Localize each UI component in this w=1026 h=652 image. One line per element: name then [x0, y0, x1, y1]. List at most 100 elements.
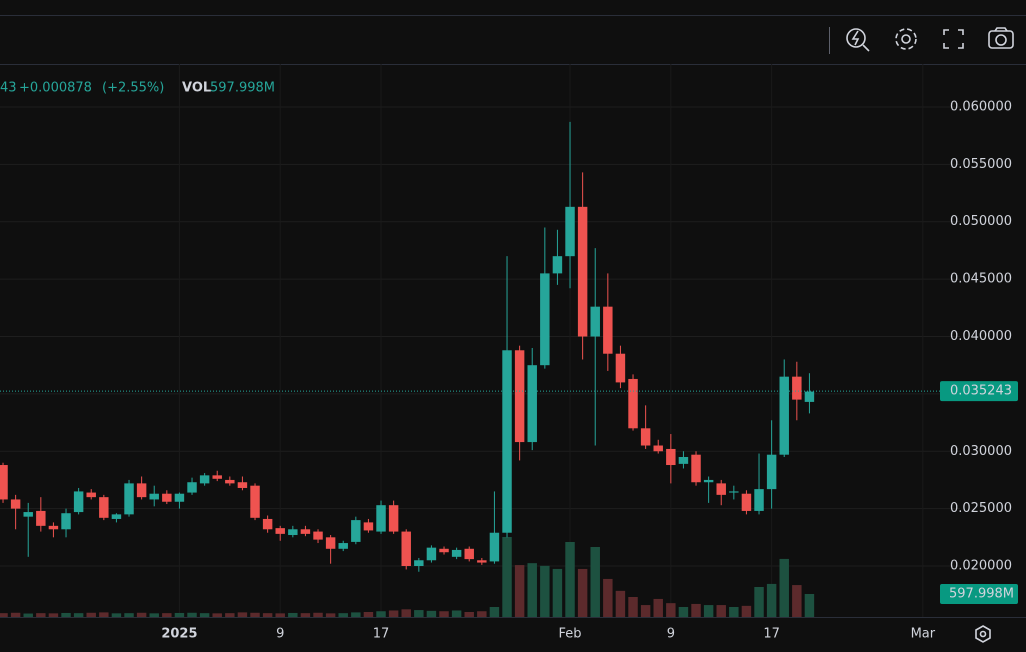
volume-bar [61, 612, 71, 617]
x-tick-label: 2025 [161, 627, 197, 642]
candle-body [0, 465, 8, 500]
volume-bar [741, 605, 752, 617]
legend-close: 43 [0, 81, 17, 96]
volume-bar [628, 597, 638, 617]
candle-body [489, 532, 500, 562]
last-price-tag [940, 381, 1018, 402]
candle-body [124, 483, 134, 515]
volume-bar [426, 610, 437, 617]
volume-bar [174, 612, 185, 617]
volume-bar [237, 612, 248, 617]
grid [0, 64, 960, 617]
time-settings-button[interactable] [975, 625, 991, 643]
volume-bar [376, 611, 386, 617]
volume-bar [729, 607, 739, 617]
candle-body [300, 529, 311, 534]
y-tick-label: 0.030000 [950, 444, 1012, 459]
volume-tag-label: 597.998M [949, 587, 1014, 602]
volume-bar [678, 607, 689, 617]
candle-body [288, 529, 298, 536]
volume-bar [590, 547, 600, 617]
legend-vol-label: VOL [182, 81, 211, 96]
candle-body [741, 493, 752, 511]
volume-bar [388, 610, 399, 617]
volume-bar [577, 568, 588, 617]
candle-body [678, 456, 689, 464]
volume-bar [187, 612, 197, 617]
volume-bar [225, 613, 235, 617]
candle-body [313, 531, 323, 540]
candle-body [565, 206, 575, 257]
volume-bar [703, 605, 714, 617]
candle-body [262, 518, 273, 530]
x-tick-label: Feb [559, 627, 582, 642]
volume-bar [766, 583, 777, 617]
candle-body [792, 376, 802, 400]
volume-bar [0, 613, 8, 617]
candle-body [414, 560, 424, 567]
volume-bar [527, 563, 537, 617]
legend-change: +0.000878 [19, 81, 92, 96]
candle-body [615, 353, 626, 383]
candle-body [86, 492, 96, 498]
volume-bar [262, 613, 273, 617]
screenshot-button[interactable] [988, 27, 1014, 49]
volume-bar [351, 612, 361, 617]
x-tick-label: Mar [911, 627, 936, 642]
volume-bar [804, 594, 815, 617]
candle-body [628, 378, 638, 429]
candle-body [363, 522, 374, 531]
volume-bar [451, 610, 462, 617]
candle-body [199, 475, 210, 484]
candle-body [729, 491, 739, 493]
candle-body [577, 206, 588, 337]
candle-body [73, 491, 84, 513]
volume-bar [300, 613, 311, 617]
x-tick-label: 9 [276, 627, 284, 642]
volume-pane [0, 537, 815, 617]
indicator-button[interactable] [846, 28, 870, 52]
candle-body [388, 505, 399, 532]
candle-body [766, 454, 777, 490]
volume-bar [414, 610, 424, 617]
candle-body [351, 520, 361, 542]
candle-body [527, 365, 537, 443]
candle-body [149, 493, 159, 500]
volume-bar [162, 613, 172, 617]
settings-button[interactable] [895, 28, 917, 50]
candle-body [439, 548, 449, 553]
candle-body [10, 499, 21, 509]
volume-bar [99, 612, 109, 617]
candle-body [250, 485, 260, 518]
candle-body [36, 510, 46, 526]
candle-body [552, 256, 563, 274]
candle-body [691, 454, 701, 483]
volume-bar [439, 611, 449, 617]
candle-body [376, 505, 386, 532]
volume-bar [489, 607, 500, 617]
volume-bar [149, 613, 159, 617]
candle-body [237, 482, 248, 488]
candle-body [325, 537, 336, 549]
volume-bar [275, 613, 285, 617]
volume-bar [514, 565, 525, 617]
candle-body [451, 549, 462, 557]
volume-bar [86, 612, 96, 617]
volume-bar [325, 613, 336, 617]
candle-body [426, 547, 437, 561]
candle-body [716, 483, 726, 495]
y-tick-label: 0.060000 [950, 99, 1012, 114]
volume-bar [288, 612, 298, 617]
fullscreen-button[interactable] [943, 29, 964, 49]
volume-tag [940, 584, 1018, 605]
volume-bar [313, 612, 323, 617]
volume-bar [666, 603, 676, 617]
last-price-label: 0.035243 [950, 384, 1012, 399]
candles [0, 121, 815, 572]
y-tick-label: 0.020000 [950, 559, 1012, 574]
candle-body [225, 479, 235, 484]
volume-bar [250, 612, 260, 617]
volume-bar [36, 613, 46, 617]
